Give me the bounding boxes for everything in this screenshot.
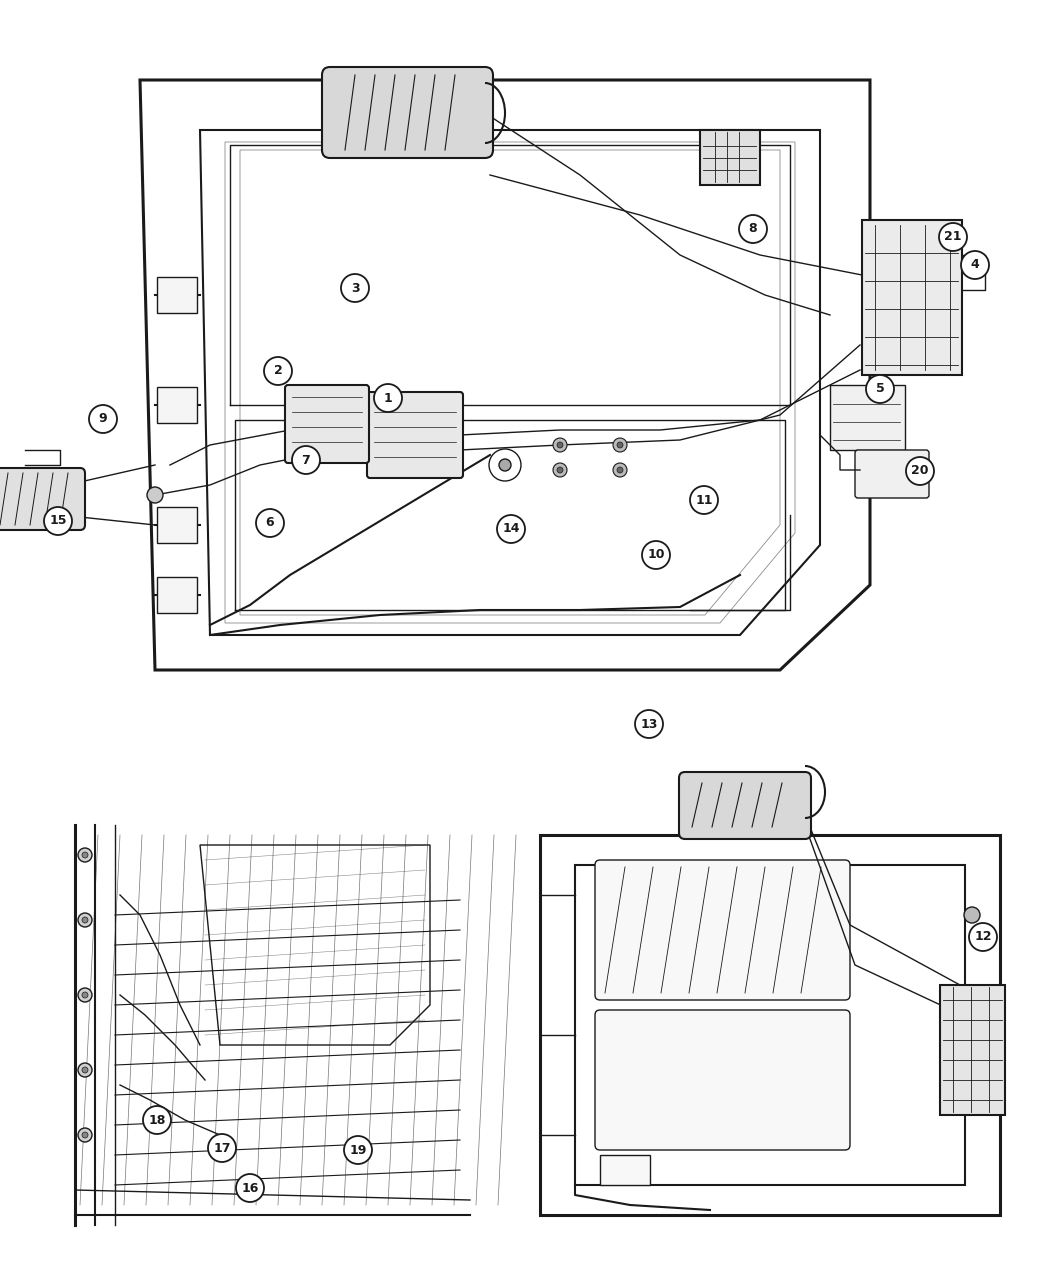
- Text: 5: 5: [876, 382, 884, 395]
- Circle shape: [939, 223, 967, 251]
- Circle shape: [78, 848, 92, 862]
- Text: 15: 15: [49, 515, 67, 528]
- Text: 8: 8: [749, 223, 757, 236]
- Text: 13: 13: [640, 718, 657, 731]
- Circle shape: [613, 439, 627, 453]
- FancyBboxPatch shape: [595, 861, 850, 1000]
- Text: 3: 3: [351, 282, 359, 295]
- Circle shape: [635, 710, 663, 738]
- Circle shape: [690, 486, 718, 514]
- Circle shape: [256, 509, 284, 537]
- FancyBboxPatch shape: [285, 385, 369, 463]
- Circle shape: [739, 215, 766, 244]
- Text: 12: 12: [974, 931, 992, 944]
- Circle shape: [553, 463, 567, 477]
- Circle shape: [642, 541, 670, 569]
- Circle shape: [617, 467, 623, 473]
- Circle shape: [961, 251, 989, 279]
- Text: 6: 6: [266, 516, 274, 529]
- Circle shape: [374, 384, 402, 412]
- Text: 14: 14: [502, 523, 520, 536]
- Text: 17: 17: [213, 1141, 231, 1154]
- FancyBboxPatch shape: [855, 450, 929, 499]
- Text: 2: 2: [274, 365, 282, 377]
- Circle shape: [964, 907, 980, 923]
- Circle shape: [617, 442, 623, 448]
- Text: 21: 21: [944, 231, 962, 244]
- Text: 16: 16: [242, 1182, 258, 1195]
- FancyBboxPatch shape: [158, 507, 197, 543]
- Circle shape: [208, 1133, 236, 1162]
- Circle shape: [236, 1174, 264, 1202]
- Circle shape: [556, 442, 563, 448]
- Circle shape: [556, 467, 563, 473]
- Circle shape: [82, 1067, 88, 1074]
- Circle shape: [82, 992, 88, 998]
- FancyBboxPatch shape: [679, 771, 811, 839]
- Text: 18: 18: [148, 1113, 166, 1127]
- Circle shape: [44, 507, 72, 536]
- FancyBboxPatch shape: [368, 391, 463, 478]
- FancyBboxPatch shape: [595, 1010, 850, 1150]
- Text: 10: 10: [647, 548, 665, 561]
- Text: 9: 9: [99, 413, 107, 426]
- Circle shape: [78, 913, 92, 927]
- Circle shape: [969, 923, 998, 951]
- Circle shape: [78, 988, 92, 1002]
- FancyBboxPatch shape: [158, 388, 197, 423]
- FancyBboxPatch shape: [700, 130, 760, 185]
- FancyBboxPatch shape: [0, 468, 85, 530]
- Circle shape: [344, 1136, 372, 1164]
- Text: 20: 20: [911, 464, 929, 478]
- Circle shape: [78, 1063, 92, 1077]
- Circle shape: [906, 456, 934, 484]
- Circle shape: [78, 1128, 92, 1142]
- FancyBboxPatch shape: [158, 578, 197, 613]
- FancyBboxPatch shape: [158, 277, 197, 312]
- Circle shape: [82, 852, 88, 858]
- Circle shape: [341, 274, 369, 302]
- FancyBboxPatch shape: [862, 221, 962, 375]
- Text: 4: 4: [970, 259, 980, 272]
- Circle shape: [147, 487, 163, 504]
- Circle shape: [82, 917, 88, 923]
- Text: 19: 19: [350, 1144, 366, 1156]
- Circle shape: [497, 515, 525, 543]
- Circle shape: [499, 459, 511, 470]
- Circle shape: [613, 463, 627, 477]
- Text: 7: 7: [301, 454, 311, 467]
- FancyBboxPatch shape: [322, 68, 494, 158]
- Circle shape: [866, 375, 894, 403]
- FancyBboxPatch shape: [600, 1155, 650, 1184]
- Circle shape: [292, 446, 320, 474]
- Text: 1: 1: [383, 391, 393, 404]
- FancyBboxPatch shape: [940, 986, 1005, 1116]
- Circle shape: [89, 405, 117, 434]
- Text: 11: 11: [695, 493, 713, 506]
- Circle shape: [82, 1132, 88, 1139]
- Circle shape: [264, 357, 292, 385]
- FancyBboxPatch shape: [830, 385, 905, 450]
- Circle shape: [553, 439, 567, 453]
- Circle shape: [143, 1105, 171, 1133]
